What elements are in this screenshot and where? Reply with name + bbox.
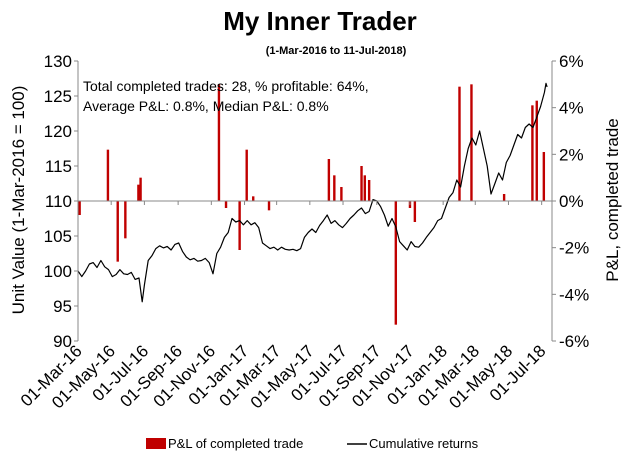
pnl-bar <box>78 201 81 215</box>
y-tick-label-right: -2% <box>559 239 589 258</box>
y-tick-label-left: 90 <box>53 332 72 351</box>
chart-title: My Inner Trader <box>223 6 417 36</box>
cumulative-returns-line <box>77 82 548 303</box>
legend: P&L of completed trade Cumulative return… <box>146 436 479 451</box>
pnl-bar <box>267 201 271 211</box>
pnl-bar <box>470 84 473 201</box>
y-tick-label-left: 125 <box>44 87 72 106</box>
line-series <box>77 82 548 303</box>
y-tick-label-left: 120 <box>44 122 72 141</box>
pnl-bar <box>327 159 331 201</box>
legend-bar-swatch <box>146 438 166 449</box>
y-axis-right-label: P&L, completed trade <box>603 118 622 281</box>
pnl-bar <box>363 175 366 201</box>
pnl-bar <box>413 201 417 222</box>
y-tick-label-left: 115 <box>45 157 72 176</box>
pnl-bar <box>245 149 248 201</box>
pnl-bar <box>340 187 343 201</box>
y-tick-label-left: 100 <box>44 262 72 281</box>
pnl-bar <box>217 84 221 201</box>
pnl-bar <box>137 184 140 201</box>
pnl-bar <box>367 180 371 201</box>
legend-bar-label: P&L of completed trade <box>168 436 303 451</box>
pnl-bar <box>252 196 255 201</box>
y-tick-label-right: -6% <box>559 332 589 351</box>
legend-line-label: Cumulative returns <box>369 436 479 451</box>
y-tick-label-right: 6% <box>559 52 584 71</box>
y-tick-label-right: -4% <box>559 285 589 304</box>
pnl-bar <box>531 105 534 201</box>
y-tick-label-left: 130 <box>44 52 72 71</box>
annotation-line-2: Average P&L: 0.8%, Median P&L: 0.8% <box>83 98 329 114</box>
pnl-bar <box>124 201 127 239</box>
y-tick-label-right: 4% <box>559 99 584 118</box>
chart-subtitle: (1-Mar-2016 to 11-Jul-2018) <box>266 45 407 57</box>
pnl-bar <box>139 177 142 201</box>
pnl-bar <box>535 100 538 201</box>
bar-series <box>78 84 546 325</box>
y-tick-label-left: 110 <box>45 192 72 211</box>
y-tick-label-right: 0% <box>559 192 584 211</box>
y-tick-label-left: 105 <box>44 227 72 246</box>
pnl-bar <box>360 166 363 201</box>
pnl-bar <box>238 201 241 250</box>
pnl-bar <box>224 201 228 208</box>
pnl-bar <box>116 201 119 262</box>
pnl-bar <box>458 86 461 201</box>
y-tick-label-left: 95 <box>53 297 72 316</box>
pnl-bar <box>394 201 398 325</box>
pnl-bar <box>542 152 546 201</box>
pnl-bar <box>106 149 110 201</box>
annotation-line-1: Total completed trades: 28, % profitable… <box>83 78 369 94</box>
pnl-bar <box>333 175 336 201</box>
pnl-bar <box>502 194 506 201</box>
y-axis-left-label: Unit Value (1-Mar-2016 = 100) <box>9 86 28 315</box>
y-tick-label-right: 2% <box>559 145 584 164</box>
